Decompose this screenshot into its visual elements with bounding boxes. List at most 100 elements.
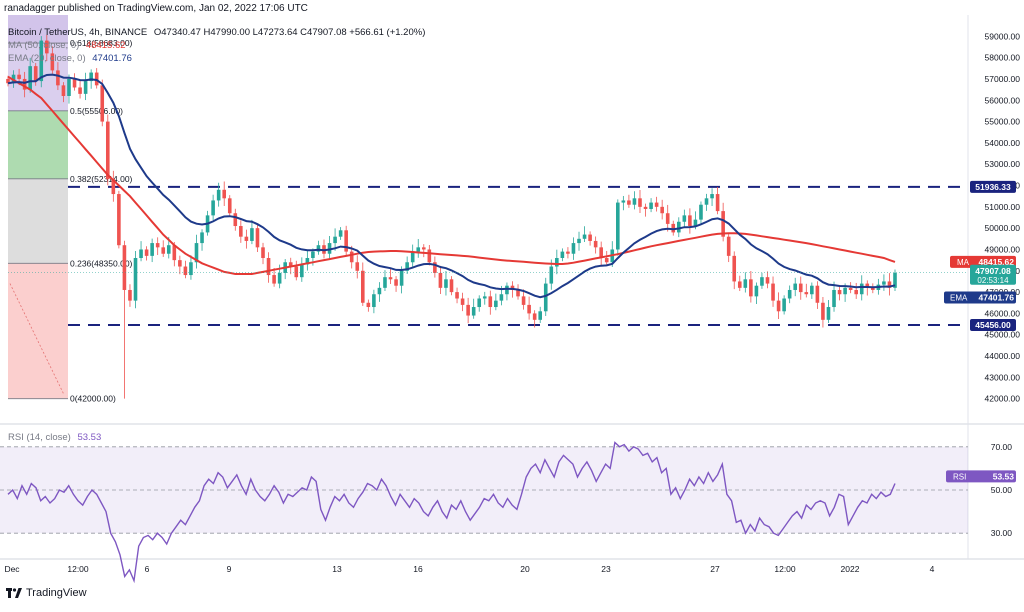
candle-body: [582, 234, 587, 239]
candle-body: [710, 194, 714, 199]
candle-body: [832, 289, 836, 308]
y-tick-label: 45000.00: [985, 330, 1021, 340]
candle-body: [616, 202, 620, 250]
candle-body: [505, 285, 509, 295]
candle-body: [527, 304, 531, 314]
horizontal-level-tag: [970, 319, 1016, 332]
ma-legend-value: 48415.62: [85, 40, 126, 51]
candle-body: [305, 258, 310, 265]
x-tick-label: 12:00: [774, 564, 796, 574]
candle-body: [6, 78, 10, 84]
y-tick-label: 51000.00: [985, 202, 1021, 212]
candle-body: [671, 223, 676, 233]
ma-legend-row[interactable]: MA (50, close, 0) 48415.62: [8, 39, 425, 52]
candle-body: [377, 287, 382, 295]
candle-body: [61, 85, 66, 96]
horizontal-level-label: 45456.00: [975, 320, 1011, 330]
chart-legend: Bitcoin / TetherUS, 4h, BINANCE O47340.4…: [8, 26, 425, 65]
ma-tag-label: MA: [957, 258, 970, 267]
candle-body: [538, 311, 542, 320]
candle-body: [460, 298, 465, 305]
candle-body: [216, 189, 221, 201]
rsi-tick-label: 70.00: [991, 442, 1013, 452]
candle-body: [394, 279, 398, 286]
candle-body: [632, 198, 637, 205]
horizontal-level-tag: [970, 180, 1016, 193]
tradingview-footer[interactable]: TradingView: [6, 587, 87, 599]
fib-zone-2: [8, 110, 68, 179]
candle-body: [17, 74, 21, 79]
candle-body: [288, 262, 293, 267]
candle-body: [427, 249, 432, 263]
symbol-title[interactable]: Bitcoin / TetherUS, 4h, BINANCE: [8, 27, 148, 38]
candle-body: [255, 228, 260, 248]
ema20-line: [7, 73, 896, 299]
y-tick-label: 59000.00: [985, 31, 1021, 41]
candle-body: [837, 289, 842, 295]
candle-body: [859, 283, 864, 295]
candle-body: [33, 66, 38, 82]
tradingview-logo-icon: [6, 588, 22, 598]
candle-body: [804, 292, 809, 295]
rsi-tick-label: 30.00: [991, 528, 1013, 538]
candle-body: [128, 289, 132, 301]
candle-body: [826, 307, 831, 320]
fib-label-4: 0(42000.00): [70, 394, 116, 404]
rsi-line: [7, 441, 896, 584]
candle-body: [810, 285, 814, 295]
candle-body: [327, 243, 332, 254]
candle-body: [349, 251, 354, 263]
y-tick-label: 55000.00: [985, 117, 1021, 127]
candle-body: [72, 78, 77, 88]
candle-body: [466, 304, 470, 316]
candle-body: [643, 206, 648, 209]
candle-body: [726, 236, 731, 256]
ema-legend-row[interactable]: EMA (20, close, 0) 47401.76: [8, 52, 425, 65]
candle-body: [28, 66, 32, 90]
ema-legend-label: EMA (20, close, 0): [8, 53, 86, 64]
candle-body: [771, 283, 775, 301]
candle-body: [749, 279, 753, 297]
candle-body: [743, 279, 748, 288]
candle-body: [355, 262, 360, 271]
ma-legend-label: MA (50, close, 0): [8, 40, 80, 51]
rsi-legend-label: RSI (14, close): [8, 432, 71, 443]
ema-legend-value: 47401.76: [92, 53, 132, 64]
x-tick-label: 23: [601, 564, 611, 574]
candle-body: [455, 292, 459, 299]
candle-body: [444, 279, 448, 288]
candle-body: [510, 285, 515, 290]
candle-body: [272, 275, 276, 284]
x-tick-label: 27: [710, 564, 720, 574]
candle-body: [688, 215, 692, 227]
candle-body: [893, 272, 897, 288]
rsi-legend[interactable]: RSI (14, close) 53.53: [8, 432, 101, 443]
y-tick-label: 49000.00: [985, 244, 1021, 254]
candle-body: [183, 266, 188, 276]
fib-zone-0: [8, 15, 68, 44]
candle-body: [693, 219, 698, 227]
candle-body: [760, 277, 764, 286]
y-tick-label: 44000.00: [985, 351, 1021, 361]
candle-body: [227, 198, 232, 214]
candle-body: [604, 258, 609, 263]
fib-label-3: 0.236(48350.00): [70, 258, 133, 268]
y-tick-label: 43000.00: [985, 372, 1021, 382]
x-tick-label: 13: [332, 564, 342, 574]
fib-label-1: 0.5(55506.00): [70, 106, 123, 116]
candle-body: [161, 247, 166, 254]
candle-body: [277, 272, 282, 284]
candle-body: [599, 247, 603, 258]
candle-body: [793, 283, 798, 290]
candle-body: [621, 200, 626, 203]
candle-body: [665, 213, 670, 224]
candle-body: [139, 249, 143, 258]
candle-body: [244, 236, 249, 241]
candle-body: [194, 243, 199, 263]
rsi-value-tag: [946, 470, 1016, 483]
candle-body: [421, 247, 426, 250]
candle-body: [266, 258, 271, 276]
candle-body: [798, 283, 803, 293]
